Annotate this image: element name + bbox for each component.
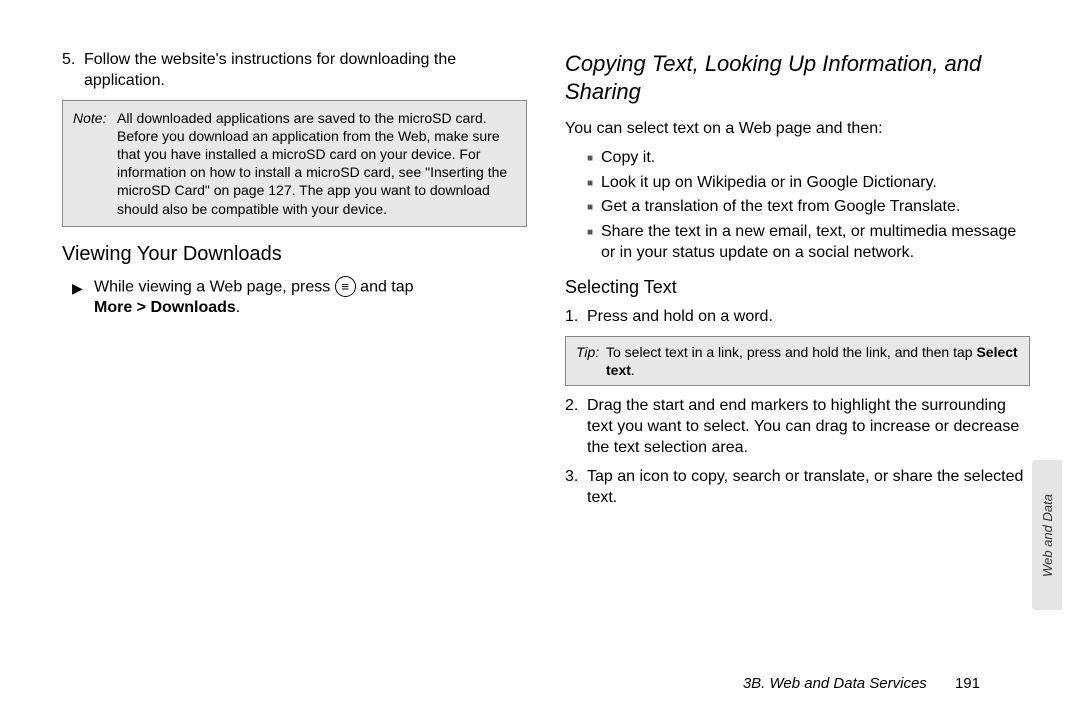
bullet-copy: ■ Copy it. xyxy=(587,148,1030,169)
left-column: 5. Follow the website's instructions for… xyxy=(62,50,527,630)
tip-body: To select text in a link, press and hold… xyxy=(606,343,1019,379)
step-text: Press and hold on a word. xyxy=(587,307,1030,328)
bullet-text: Get a translation of the text from Googl… xyxy=(601,197,960,218)
bullet-icon: ■ xyxy=(587,173,601,194)
page-number: 191 xyxy=(955,675,980,692)
side-tab: Web and Data xyxy=(1032,460,1062,610)
step-text: Tap an icon to copy, search or translate… xyxy=(587,467,1030,509)
right-column: Copying Text, Looking Up Information, an… xyxy=(565,50,1030,630)
bullet-share: ■ Share the text in a new email, text, o… xyxy=(587,222,1030,264)
arrow-icon: ▶ xyxy=(72,277,94,319)
bullet-icon: ■ xyxy=(587,148,601,169)
step-number: 3. xyxy=(565,467,587,509)
select-step-3: 3. Tap an icon to copy, search or transl… xyxy=(565,467,1030,509)
select-step-1: 1. Press and hold on a word. xyxy=(565,307,1030,328)
bullet-text: Share the text in a new email, text, or … xyxy=(601,222,1030,264)
bullet-icon: ■ xyxy=(587,197,601,218)
tip-end: . xyxy=(631,362,635,378)
menu-icon xyxy=(335,276,356,297)
step-number: 2. xyxy=(565,396,587,458)
note-box: Note: All downloaded applications are sa… xyxy=(62,100,527,227)
footer-section: 3B. Web and Data Services xyxy=(743,675,927,692)
bullet-text: Copy it. xyxy=(601,148,655,169)
instruction-item: ▶ While viewing a Web page, press and ta… xyxy=(72,277,527,319)
text-end: . xyxy=(236,299,240,316)
note-label: Note: xyxy=(73,109,117,218)
bullet-icon: ■ xyxy=(587,222,601,264)
bullet-lookup: ■ Look it up on Wikipedia or in Google D… xyxy=(587,173,1030,194)
tip-pre: To select text in a link, press and hold… xyxy=(606,344,976,360)
text-bold: More > Downloads xyxy=(94,299,236,316)
tip-box: Tip: To select text in a link, press and… xyxy=(565,336,1030,386)
side-tab-label: Web and Data xyxy=(1040,494,1055,577)
instruction-text: While viewing a Web page, press and tap … xyxy=(94,277,527,319)
select-step-2: 2. Drag the start and end markers to hig… xyxy=(565,396,1030,458)
note-body: All downloaded applications are saved to… xyxy=(117,109,516,218)
bullet-text: Look it up on Wikipedia or in Google Dic… xyxy=(601,173,937,194)
subsection-selecting-text: Selecting Text xyxy=(565,276,1030,299)
bullet-translate: ■ Get a translation of the text from Goo… xyxy=(587,197,1030,218)
page-footer: 3B. Web and Data Services 191 xyxy=(743,675,980,692)
section-viewing-downloads: Viewing Your Downloads xyxy=(62,241,527,267)
step-text: Drag the start and end markers to highli… xyxy=(587,396,1030,458)
step-number: 1. xyxy=(565,307,587,328)
step-5: 5. Follow the website's instructions for… xyxy=(62,50,527,92)
text-post: and tap xyxy=(356,278,414,295)
main-title: Copying Text, Looking Up Information, an… xyxy=(565,50,1030,105)
tip-label: Tip: xyxy=(576,343,606,379)
step-text: Follow the website's instructions for do… xyxy=(84,50,527,92)
step-number: 5. xyxy=(62,50,84,92)
intro-text: You can select text on a Web page and th… xyxy=(565,119,1030,140)
page-columns: 5. Follow the website's instructions for… xyxy=(62,50,1030,630)
text-pre: While viewing a Web page, press xyxy=(94,278,335,295)
